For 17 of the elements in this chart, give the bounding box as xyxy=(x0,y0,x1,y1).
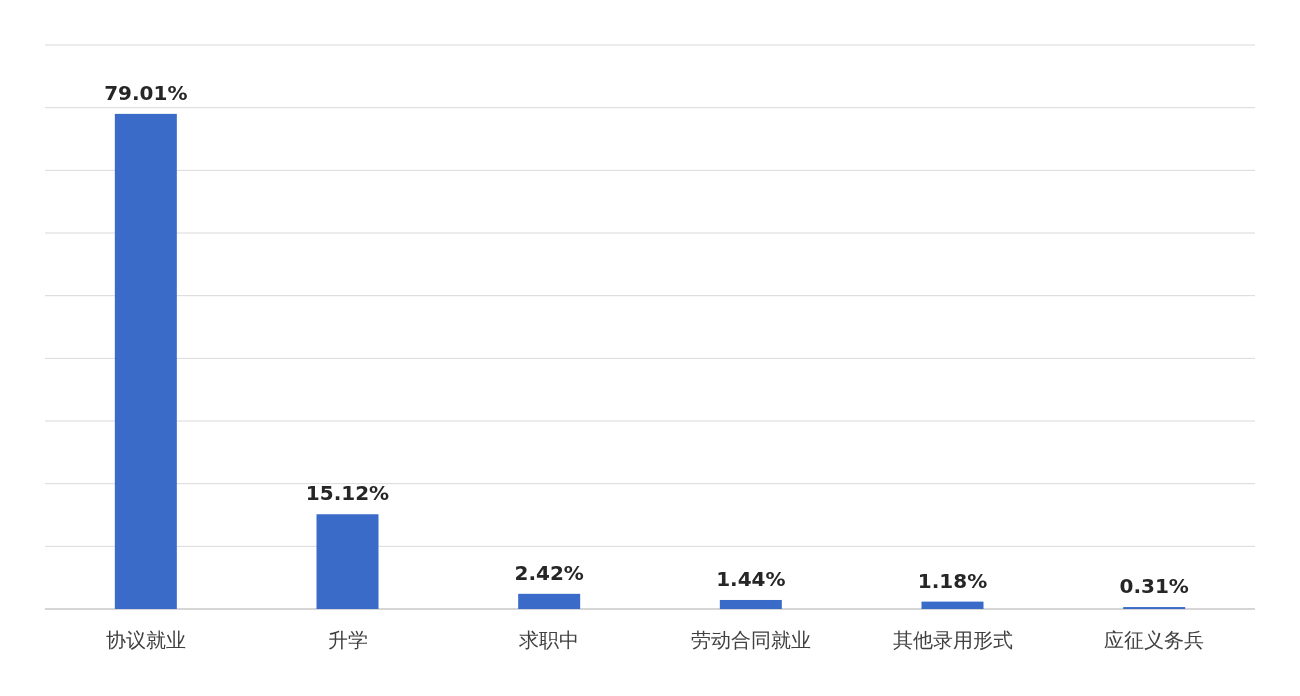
x-tick-label: 应征义务兵 xyxy=(1104,628,1205,652)
data-label: 0.31% xyxy=(1119,574,1189,599)
bar xyxy=(518,593,581,609)
x-tick-label: 劳动合同就业 xyxy=(690,628,811,652)
bar xyxy=(719,599,782,609)
bar xyxy=(114,113,177,609)
x-tick-label: 求职中 xyxy=(519,628,580,652)
x-tick-label: 升学 xyxy=(327,628,368,652)
data-label: 79.01% xyxy=(104,80,188,105)
data-label: 2.42% xyxy=(514,560,584,585)
x-tick-label: 其他录用形式 xyxy=(892,628,1013,652)
data-label: 1.18% xyxy=(917,568,988,593)
bar xyxy=(316,514,379,609)
bar xyxy=(921,601,984,609)
x-tick-label: 协议就业 xyxy=(105,628,186,652)
data-label: 15.12% xyxy=(305,481,390,506)
data-label: 1.44% xyxy=(716,566,786,591)
